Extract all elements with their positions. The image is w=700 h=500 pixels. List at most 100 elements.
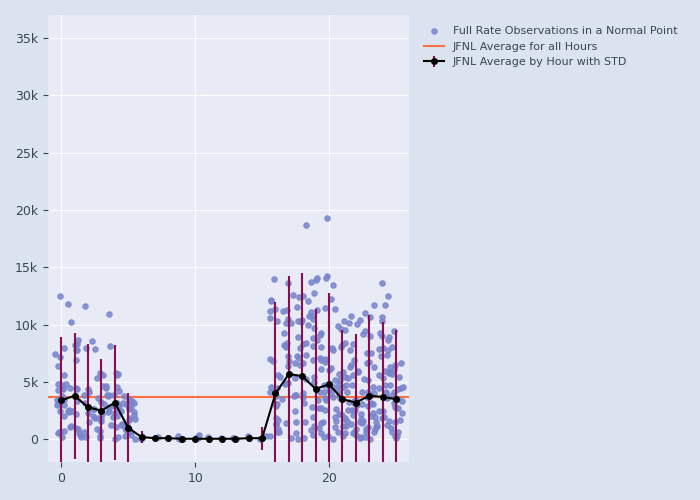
Full Rate Observations in a Normal Point bbox=[325, 294, 336, 302]
Full Rate Observations in a Normal Point bbox=[349, 397, 360, 405]
Full Rate Observations in a Normal Point bbox=[98, 400, 109, 408]
Full Rate Observations in a Normal Point bbox=[64, 423, 76, 431]
Full Rate Observations in a Normal Point bbox=[355, 434, 366, 442]
Full Rate Observations in a Normal Point bbox=[393, 428, 404, 436]
Full Rate Observations in a Normal Point bbox=[361, 393, 372, 401]
Full Rate Observations in a Normal Point bbox=[265, 383, 276, 391]
Full Rate Observations in a Normal Point bbox=[357, 400, 368, 408]
Full Rate Observations in a Normal Point bbox=[339, 339, 350, 347]
Full Rate Observations in a Normal Point bbox=[363, 388, 374, 396]
Full Rate Observations in a Normal Point bbox=[386, 390, 398, 398]
Full Rate Observations in a Normal Point bbox=[321, 272, 332, 280]
Full Rate Observations in a Normal Point bbox=[105, 420, 116, 428]
Full Rate Observations in a Normal Point bbox=[117, 420, 128, 428]
Full Rate Observations in a Normal Point bbox=[71, 346, 83, 354]
Full Rate Observations in a Normal Point bbox=[319, 406, 330, 413]
Full Rate Observations in a Normal Point bbox=[78, 391, 89, 399]
Full Rate Observations in a Normal Point bbox=[328, 346, 339, 354]
Full Rate Observations in a Normal Point bbox=[386, 344, 398, 351]
Full Rate Observations in a Normal Point bbox=[389, 432, 400, 440]
Full Rate Observations in a Normal Point bbox=[92, 424, 103, 432]
Full Rate Observations in a Normal Point bbox=[328, 394, 339, 402]
Full Rate Observations in a Normal Point bbox=[56, 434, 67, 442]
Full Rate Observations in a Normal Point bbox=[101, 390, 112, 398]
Full Rate Observations in a Normal Point bbox=[72, 426, 83, 434]
Full Rate Observations in a Normal Point bbox=[70, 341, 81, 349]
Full Rate Observations in a Normal Point bbox=[108, 402, 120, 410]
Full Rate Observations in a Normal Point bbox=[330, 424, 341, 432]
Full Rate Observations in a Normal Point bbox=[382, 292, 393, 300]
Full Rate Observations in a Normal Point bbox=[284, 357, 295, 365]
Full Rate Observations in a Normal Point bbox=[315, 354, 326, 362]
Full Rate Observations in a Normal Point bbox=[95, 418, 106, 426]
Full Rate Observations in a Normal Point bbox=[326, 389, 337, 397]
Full Rate Observations in a Normal Point bbox=[79, 302, 90, 310]
Full Rate Observations in a Normal Point bbox=[282, 352, 293, 360]
Full Rate Observations in a Normal Point bbox=[347, 340, 358, 348]
Full Rate Observations in a Normal Point bbox=[59, 396, 70, 404]
Full Rate Observations in a Normal Point bbox=[265, 297, 276, 305]
Full Rate Observations in a Normal Point bbox=[113, 388, 125, 396]
Full Rate Observations in a Normal Point bbox=[362, 402, 373, 410]
Full Rate Observations in a Normal Point bbox=[57, 384, 69, 392]
Full Rate Observations in a Normal Point bbox=[282, 379, 293, 387]
Full Rate Observations in a Normal Point bbox=[104, 403, 115, 411]
Full Rate Observations in a Normal Point bbox=[136, 434, 147, 442]
Full Rate Observations in a Normal Point bbox=[110, 410, 121, 418]
Full Rate Observations in a Normal Point bbox=[342, 406, 354, 414]
Full Rate Observations in a Normal Point bbox=[337, 368, 349, 376]
Full Rate Observations in a Normal Point bbox=[386, 428, 397, 436]
Full Rate Observations in a Normal Point bbox=[348, 356, 359, 364]
Full Rate Observations in a Normal Point bbox=[332, 428, 343, 436]
Full Rate Observations in a Normal Point bbox=[64, 406, 75, 413]
Full Rate Observations in a Normal Point bbox=[303, 312, 314, 320]
Full Rate Observations in a Normal Point bbox=[359, 376, 370, 384]
Full Rate Observations in a Normal Point bbox=[384, 332, 395, 340]
Full Rate Observations in a Normal Point bbox=[365, 349, 377, 357]
Full Rate Observations in a Normal Point bbox=[316, 330, 327, 338]
Full Rate Observations in a Normal Point bbox=[349, 407, 360, 415]
Full Rate Observations in a Normal Point bbox=[345, 362, 356, 370]
Full Rate Observations in a Normal Point bbox=[280, 344, 291, 351]
Full Rate Observations in a Normal Point bbox=[290, 358, 301, 366]
Full Rate Observations in a Normal Point bbox=[118, 398, 129, 406]
Full Rate Observations in a Normal Point bbox=[71, 424, 82, 432]
Full Rate Observations in a Normal Point bbox=[66, 406, 78, 414]
Full Rate Observations in a Normal Point bbox=[351, 432, 362, 440]
Full Rate Observations in a Normal Point bbox=[389, 365, 400, 373]
Full Rate Observations in a Normal Point bbox=[269, 275, 280, 283]
Full Rate Observations in a Normal Point bbox=[87, 337, 98, 345]
Full Rate Observations in a Normal Point bbox=[280, 320, 291, 328]
Full Rate Observations in a Normal Point bbox=[293, 332, 304, 340]
Full Rate Observations in a Normal Point bbox=[202, 434, 214, 442]
Full Rate Observations in a Normal Point bbox=[279, 380, 290, 388]
Full Rate Observations in a Normal Point bbox=[335, 376, 346, 384]
Full Rate Observations in a Normal Point bbox=[376, 332, 387, 340]
Full Rate Observations in a Normal Point bbox=[71, 398, 83, 406]
Full Rate Observations in a Normal Point bbox=[129, 434, 140, 442]
Full Rate Observations in a Normal Point bbox=[368, 363, 379, 371]
Full Rate Observations in a Normal Point bbox=[83, 418, 94, 426]
Full Rate Observations in a Normal Point bbox=[395, 416, 406, 424]
Full Rate Observations in a Normal Point bbox=[390, 402, 401, 410]
Full Rate Observations in a Normal Point bbox=[379, 381, 391, 389]
Full Rate Observations in a Normal Point bbox=[96, 410, 107, 418]
Full Rate Observations in a Normal Point bbox=[120, 424, 131, 432]
Full Rate Observations in a Normal Point bbox=[108, 413, 119, 421]
Full Rate Observations in a Normal Point bbox=[92, 414, 104, 422]
Full Rate Observations in a Normal Point bbox=[231, 435, 242, 443]
Full Rate Observations in a Normal Point bbox=[374, 406, 385, 414]
Full Rate Observations in a Normal Point bbox=[306, 312, 317, 320]
Full Rate Observations in a Normal Point bbox=[333, 370, 344, 378]
Full Rate Observations in a Normal Point bbox=[272, 400, 283, 408]
Full Rate Observations in a Normal Point bbox=[349, 406, 360, 414]
Full Rate Observations in a Normal Point bbox=[111, 400, 122, 408]
Full Rate Observations in a Normal Point bbox=[310, 276, 321, 284]
Full Rate Observations in a Normal Point bbox=[363, 423, 374, 431]
Full Rate Observations in a Normal Point bbox=[316, 343, 327, 351]
Full Rate Observations in a Normal Point bbox=[92, 394, 104, 402]
Full Rate Observations in a Normal Point bbox=[365, 434, 376, 442]
Full Rate Observations in a Normal Point bbox=[365, 332, 376, 340]
Full Rate Observations in a Normal Point bbox=[109, 436, 120, 444]
Full Rate Observations in a Normal Point bbox=[256, 435, 267, 443]
